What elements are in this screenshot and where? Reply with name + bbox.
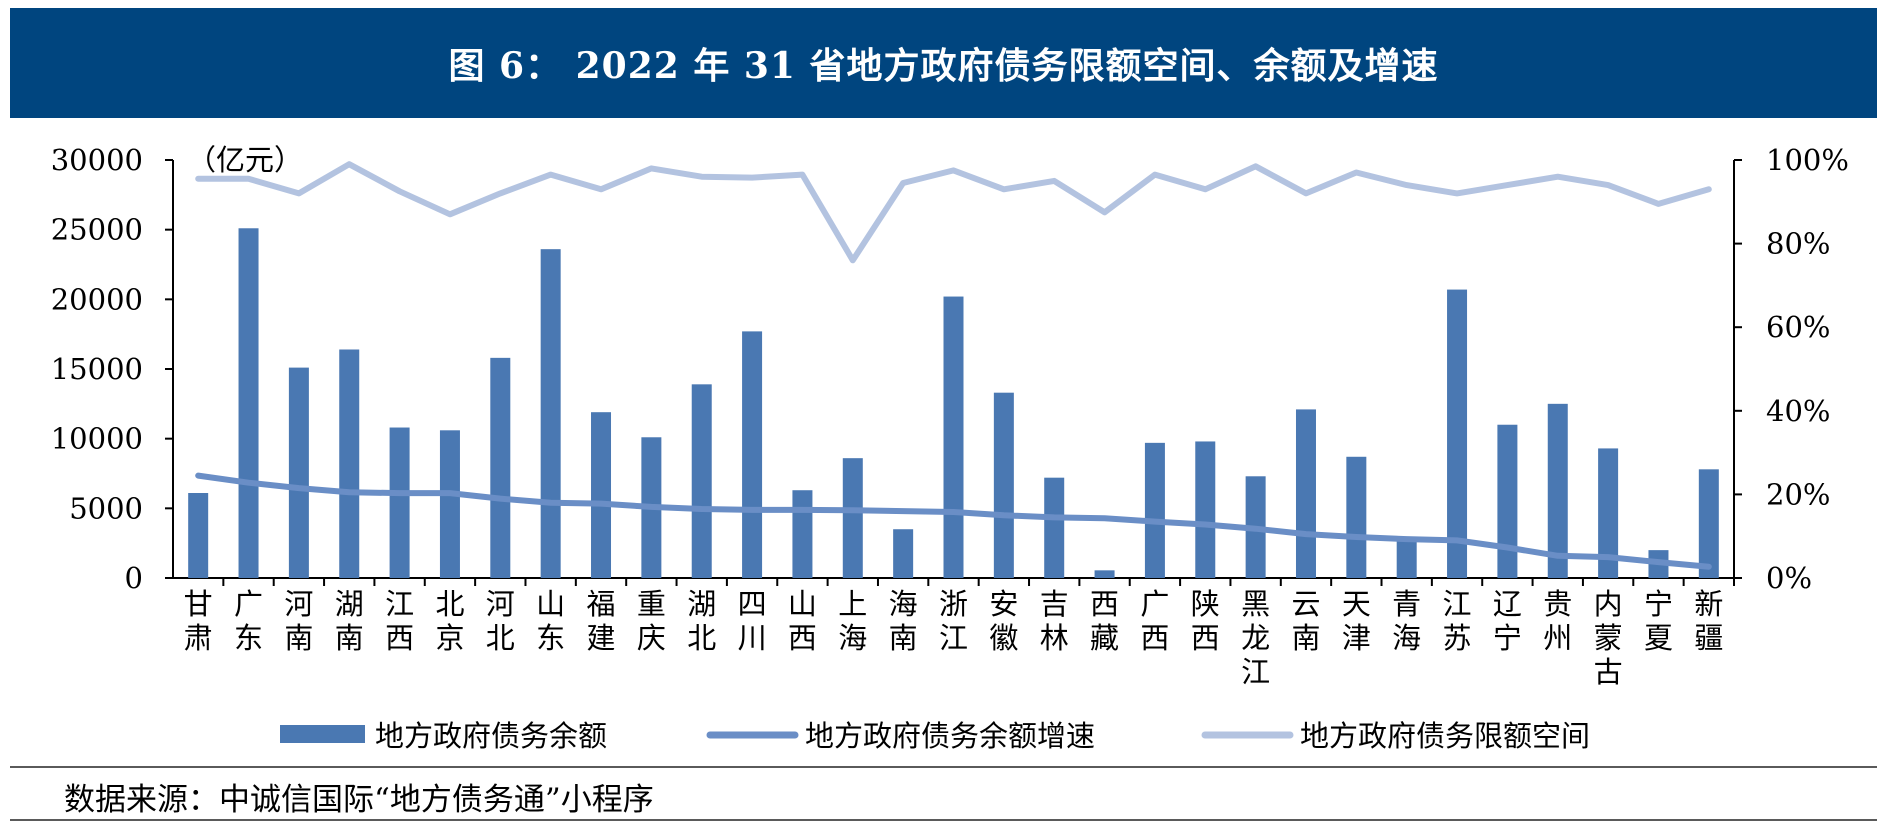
bar [1698,469,1719,578]
y-right-tick-label: 100% [1766,143,1849,177]
x-tick-label: 河南 [284,587,313,655]
x-tick-label: 江苏 [1443,587,1472,655]
x-tick-label: 贵州 [1543,587,1572,655]
y-right-tick-label: 0% [1766,561,1812,595]
chart: 0 5000 10000 15000 20000 25000 30000 0% 20% 40% 60… [51,143,1849,753]
x-tick-label: 青海 [1392,587,1421,655]
x-tick-label: 山西 [788,587,817,655]
bar [389,427,410,578]
x-tick-label: 甘肃 [184,587,213,655]
x-tick-label: 宁夏 [1644,587,1673,655]
x-tick-label: 海南 [889,587,918,655]
y-left-tick-label: 10000 [51,422,143,456]
bar [893,529,914,578]
bar [1044,477,1065,578]
x-tick-label: 吉林 [1040,587,1069,655]
bar [1295,409,1316,578]
bar [591,412,612,578]
bar [943,296,964,578]
footer-rule-top [10,766,1877,768]
bar [691,384,712,578]
y-right-tick-label: 20% [1766,477,1830,511]
y-left-tick-label: 20000 [51,282,143,316]
x-tick-label: 广西 [1140,587,1169,655]
x-tick-label: 辽宁 [1493,587,1522,655]
bar [1195,441,1216,578]
x-tick-label: 云南 [1291,587,1320,655]
line-debt-growth [195,472,1712,570]
x-tick-label: 河北 [486,587,515,655]
bar [540,249,561,578]
footer-rule-bottom [10,819,1877,821]
x-tick-label: 内蒙古 [1594,587,1623,689]
bar [1396,540,1417,578]
bar [339,349,360,578]
x-tick-label: 广东 [234,587,263,655]
y-left-tick-label: 0 [125,561,143,595]
bar [288,367,309,578]
source-note: 数据来源：中诚信国际“地方债务通”小程序 [64,782,654,818]
line-debt-limit-space [195,161,1712,264]
x-tick-label: 福建 [587,587,616,655]
y-right-tick-label: 60% [1766,310,1830,344]
legend-label: 地方政府债务限额空间 [1300,719,1590,753]
bar [490,357,511,578]
bar [439,430,460,578]
bar [1497,424,1518,578]
x-tick-label: 湖北 [687,587,716,655]
x-tick-label: 重庆 [637,587,666,655]
title-bar: 图 6： 2022 年 31 省地方政府债务限额空间、余额及增速 [10,8,1877,118]
bar-series [188,228,1735,586]
bar [742,331,763,578]
bar [1598,448,1619,578]
y-right-tick-label: 40% [1766,394,1830,428]
legend-label: 地方政府债务余额 [375,719,607,753]
line-series [195,161,1712,570]
x-tick-label: 西藏 [1090,587,1119,655]
bar [238,228,259,579]
chart-title: 图 6： 2022 年 31 省地方政府债务限额空间、余额及增速 [448,45,1439,87]
legend-swatch-bar [280,725,365,743]
x-tick-label: 新疆 [1694,587,1723,655]
y-left-tick-label: 25000 [51,213,143,247]
x-tick-label: 山东 [536,587,565,655]
legend-label: 地方政府债务余额增速 [805,719,1095,753]
legend: 地方政府债务余额 地方政府债务余额增速 地方政府债务限额空间 [280,719,1590,753]
bar [993,392,1014,578]
x-tick-label: 天津 [1342,587,1371,655]
x-tick-label: 浙江 [939,587,968,655]
x-tick-label: 黑龙江 [1241,587,1270,689]
y-left-unit-label: （亿元） [187,143,303,177]
y-left-tick-label: 30000 [51,143,143,177]
bar [1094,570,1115,578]
x-tick-label: 上海 [838,587,867,655]
x-tick-label: 四川 [738,587,767,655]
axes: 0 5000 10000 15000 20000 25000 30000 0% 20% 40% 60… [51,143,1849,595]
y-left-tick-label: 15000 [51,352,143,386]
x-tick-label: 安徽 [989,587,1018,655]
bar [1346,456,1367,578]
y-right-tick-label: 80% [1766,227,1830,261]
x-tick-label: 江西 [385,587,414,655]
bar [842,458,863,578]
bar [1447,289,1468,578]
y-left-tick-label: 5000 [69,491,143,525]
x-axis-labels: 甘肃广东河南湖南江西北京河北山东福建重庆湖北四川山西上海海南浙江安徽吉林西藏广西… [184,587,1724,689]
x-tick-label: 北京 [435,587,464,655]
bar [1144,442,1165,578]
x-tick-label: 陕西 [1191,587,1220,655]
bar [1547,403,1568,578]
bar [188,493,209,578]
bar [792,490,813,578]
x-tick-label: 湖南 [335,587,364,655]
